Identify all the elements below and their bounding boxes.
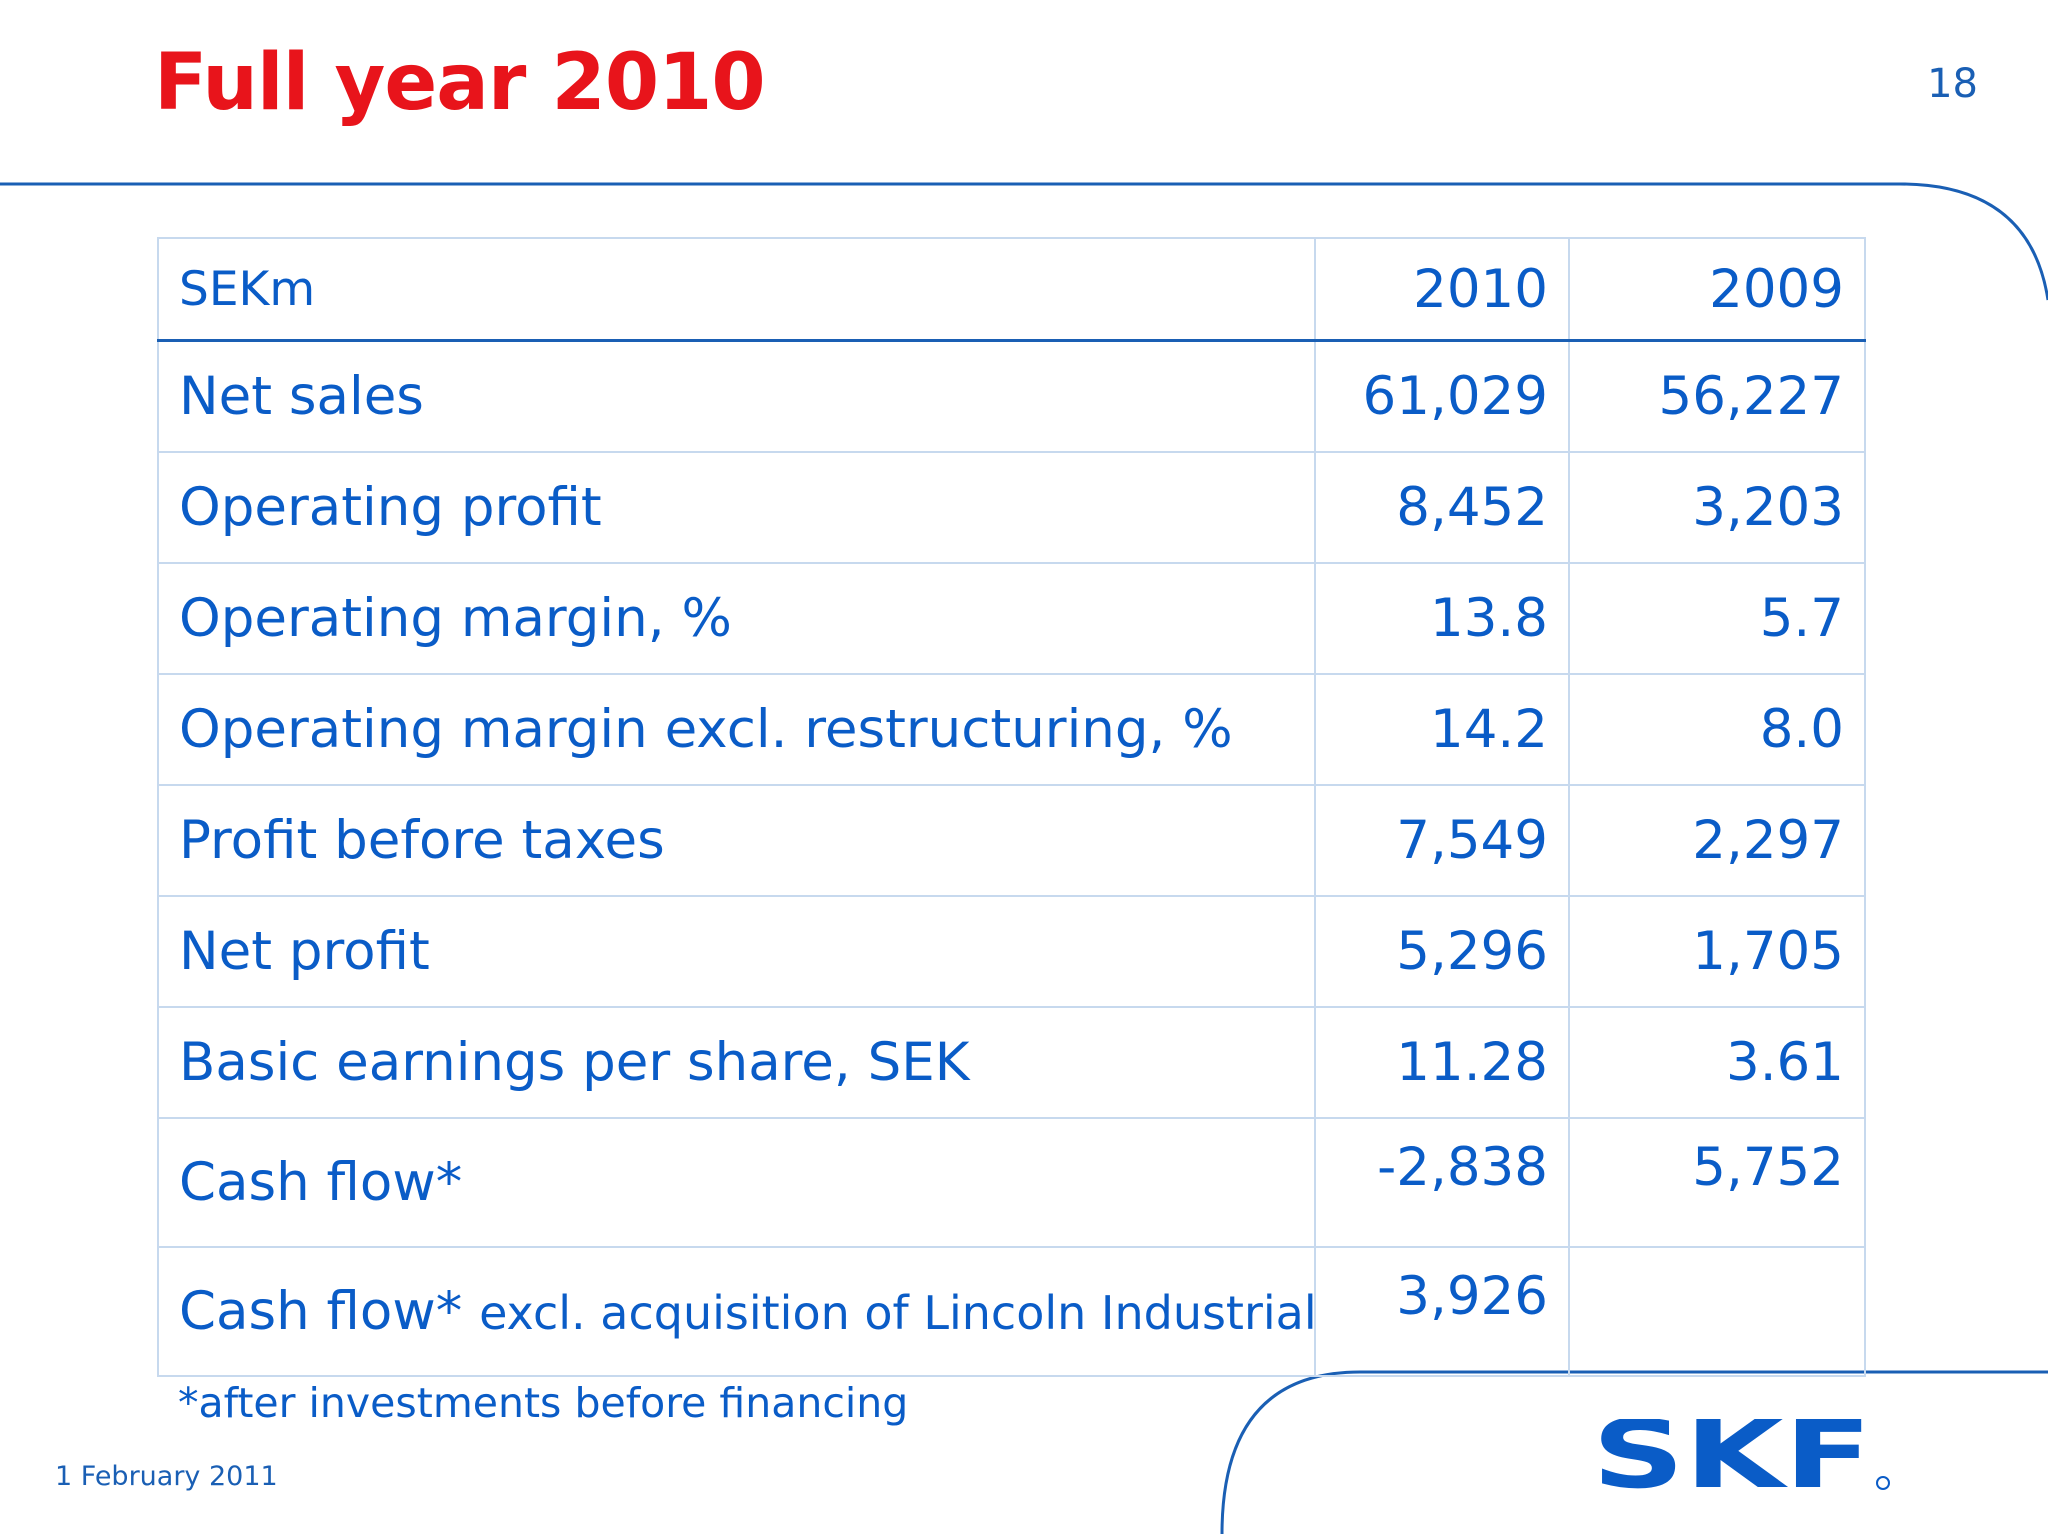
table-row: Net sales 61,029 56,227 bbox=[157, 339, 1866, 453]
value-2009: 56,227 bbox=[1568, 339, 1866, 453]
slide-date: 1 February 2011 bbox=[55, 1461, 278, 1492]
value-2010: 14.2 bbox=[1314, 673, 1570, 786]
table-row: Cash flow* excl. acquisition of Lincoln … bbox=[157, 1246, 1866, 1377]
row-label: Cash flow* bbox=[157, 1117, 1316, 1248]
value-2009: 5,752 bbox=[1568, 1117, 1866, 1248]
value-2010: 8,452 bbox=[1314, 451, 1570, 564]
header-year-2009: 2009 bbox=[1568, 237, 1866, 342]
logo-text: SKF bbox=[1592, 1419, 1872, 1491]
page-number: 18 bbox=[1927, 61, 1978, 107]
row-label-composite: Cash flow* excl. acquisition of Lincoln … bbox=[157, 1246, 1317, 1377]
row-label: Profit before taxes bbox=[157, 784, 1316, 897]
value-2010: 3,926 bbox=[1314, 1246, 1570, 1377]
value-2009: 8.0 bbox=[1568, 673, 1866, 786]
slide-title: Full year 2010 bbox=[154, 38, 766, 128]
table-row: Cash flow* -2,838 5,752 bbox=[157, 1117, 1866, 1248]
header-year-2010: 2010 bbox=[1314, 237, 1570, 342]
financial-summary-table: SEKm 2010 2009 Net sales 61,029 56,227 O… bbox=[157, 237, 1866, 1377]
header-unit-label: SEKm bbox=[157, 237, 1316, 342]
table-row: Operating margin excl. restructuring, % … bbox=[157, 673, 1866, 786]
row-label: Basic earnings per share, SEK bbox=[157, 1006, 1316, 1119]
table-header-row: SEKm 2010 2009 bbox=[157, 237, 1866, 342]
value-2010: 5,296 bbox=[1314, 895, 1570, 1008]
value-2009: 3,203 bbox=[1568, 451, 1866, 564]
row-label: Net sales bbox=[157, 339, 1316, 453]
value-2009: 1,705 bbox=[1568, 895, 1866, 1008]
value-2009: 5.7 bbox=[1568, 562, 1866, 675]
table-row: Profit before taxes 7,549 2,297 bbox=[157, 784, 1866, 897]
row-label: Net profit bbox=[157, 895, 1316, 1008]
table-row: Operating profit 8,452 3,203 bbox=[157, 451, 1866, 564]
row-label: Operating margin excl. restructuring, % bbox=[157, 673, 1316, 786]
table-row: Basic earnings per share, SEK 11.28 3.61 bbox=[157, 1006, 1866, 1119]
row-label: Operating profit bbox=[157, 451, 1316, 564]
row-label: Cash flow* bbox=[179, 1281, 463, 1342]
value-2009 bbox=[1568, 1246, 1866, 1377]
value-2010: -2,838 bbox=[1314, 1117, 1570, 1248]
value-2009: 3.61 bbox=[1568, 1006, 1866, 1119]
registered-mark-icon bbox=[1876, 1476, 1890, 1490]
value-2010: 13.8 bbox=[1314, 562, 1570, 675]
table-row: Net profit 5,296 1,705 bbox=[157, 895, 1866, 1008]
value-2010: 11.28 bbox=[1314, 1006, 1570, 1119]
row-label: Operating margin, % bbox=[157, 562, 1316, 675]
skf-logo: SKF bbox=[1592, 1419, 1890, 1491]
row-label-suffix: excl. acquisition of Lincoln Industrial bbox=[479, 1286, 1317, 1340]
value-2010: 7,549 bbox=[1314, 784, 1570, 897]
footnote: *after investments before financing bbox=[178, 1379, 909, 1427]
value-2009: 2,297 bbox=[1568, 784, 1866, 897]
value-2010: 61,029 bbox=[1314, 339, 1570, 453]
table-row: Operating margin, % 13.8 5.7 bbox=[157, 562, 1866, 675]
